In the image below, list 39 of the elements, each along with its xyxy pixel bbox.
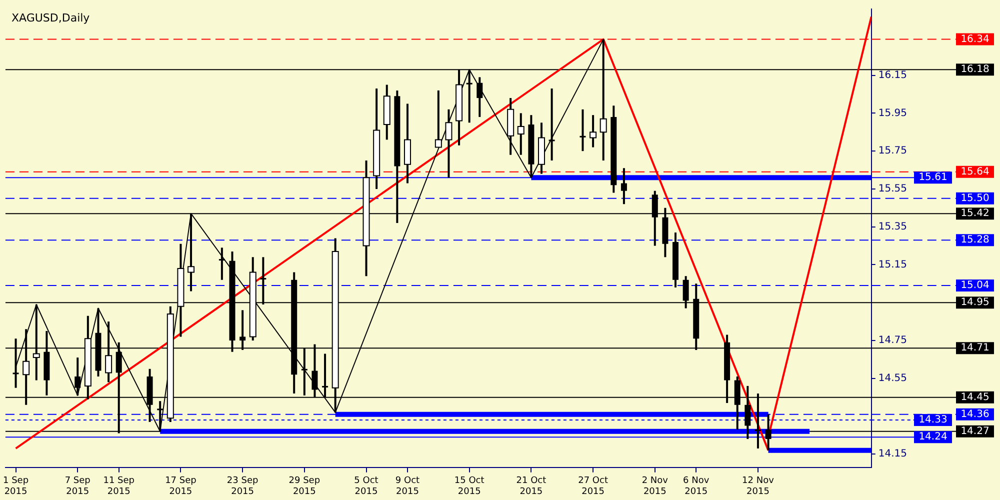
x-tick-label: 29 Sep 2015 — [288, 476, 320, 497]
y-tick-label: 15.15 — [878, 259, 908, 270]
chart-title: XAGUSD,Daily — [11, 11, 90, 24]
y-tick-label: 15.95 — [878, 108, 908, 119]
x-tick-label: 27 Oct 2015 — [578, 476, 608, 497]
ref-line-label: 16.34 — [960, 34, 990, 45]
y-tick-label: 14.75 — [878, 335, 908, 346]
y-tick-label: 15.55 — [878, 184, 908, 195]
ref-line-label: 14.24 — [918, 432, 948, 443]
x-tick-label: 6 Nov 2015 — [683, 476, 710, 497]
x-tick-label: 2 Nov 2015 — [642, 476, 669, 497]
y-tick-label: 14.15 — [878, 448, 908, 460]
ref-line-label: 14.33 — [918, 414, 948, 426]
x-tick-label: 7 Sep 2015 — [64, 476, 91, 497]
x-tick-label: 15 Oct 2015 — [454, 476, 485, 497]
ref-line-label: 14.95 — [960, 297, 990, 308]
ref-line-label: 14.36 — [960, 408, 990, 420]
x-tick-label: 5 Oct 2015 — [354, 476, 379, 497]
y-tick-label: 15.35 — [878, 221, 908, 232]
x-tick-label: 17 Sep 2015 — [165, 476, 197, 497]
x-tick-label: 23 Sep 2015 — [226, 476, 258, 497]
ref-line-label: 16.18 — [960, 64, 990, 76]
x-tick-label: 1 Sep 2015 — [2, 476, 29, 497]
y-tick-label: 14.55 — [878, 372, 908, 384]
x-tick-label: 12 Nov 2015 — [742, 476, 775, 497]
ref-line-label: 15.04 — [960, 280, 990, 292]
x-tick-label: 9 Oct 2015 — [395, 476, 420, 497]
ref-line-label: 14.45 — [960, 392, 990, 403]
ref-line-label: 15.50 — [960, 193, 990, 204]
y-tick-label: 15.75 — [878, 146, 908, 157]
ref-line-label: 15.61 — [918, 172, 948, 184]
x-tick-label: 21 Oct 2015 — [516, 476, 547, 497]
ref-line-label: 14.27 — [960, 426, 990, 438]
ref-line-label: 15.42 — [960, 208, 990, 220]
y-tick-label: 16.15 — [878, 70, 908, 81]
x-tick-label: 11 Sep 2015 — [103, 476, 135, 497]
ref-line-label: 15.28 — [960, 234, 990, 246]
ref-line-label: 15.64 — [960, 166, 990, 178]
ref-line-label: 14.71 — [960, 342, 990, 354]
